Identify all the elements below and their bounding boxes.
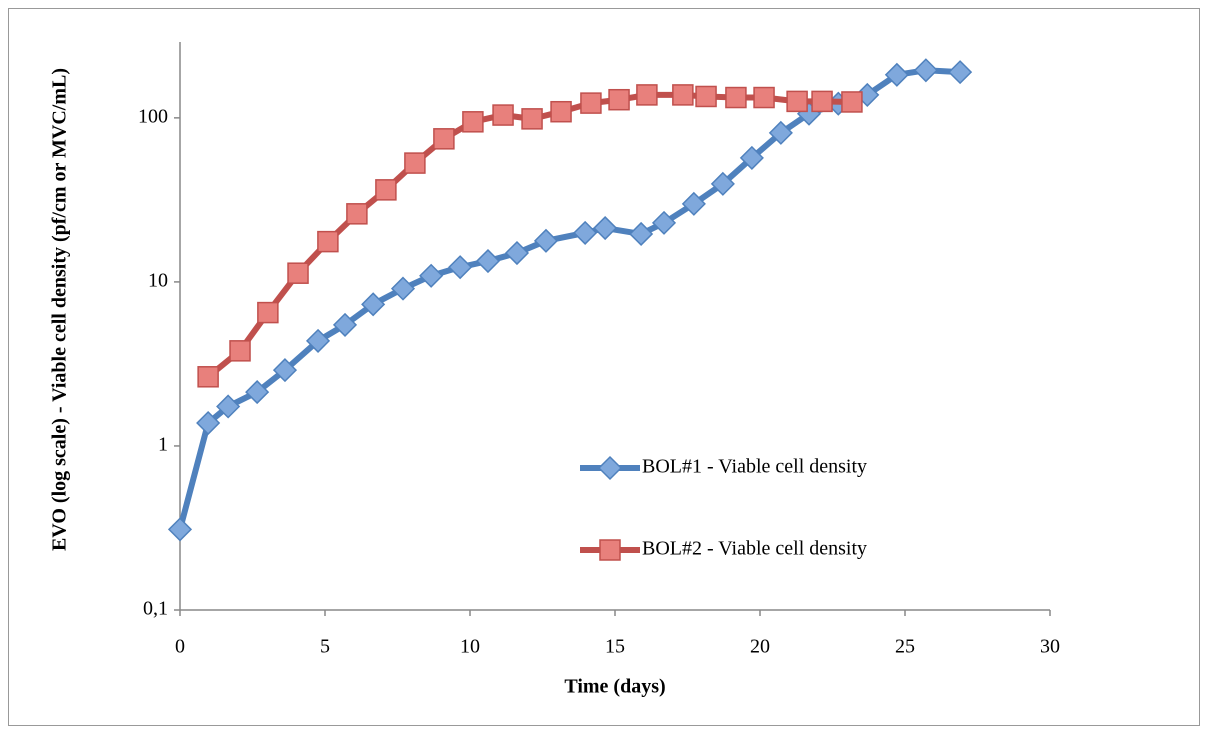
x-tick-label: 10 [460, 636, 480, 658]
data-point [636, 84, 658, 106]
data-point [475, 248, 501, 274]
data-point [681, 191, 706, 216]
x-tick-label: 20 [750, 636, 770, 658]
data-point [651, 210, 677, 235]
series-line [206, 91, 852, 380]
data-point [433, 128, 455, 150]
data-point [884, 62, 909, 87]
data-point [245, 380, 270, 405]
data-point [196, 410, 221, 436]
x-axis-title: Time (days) [564, 676, 665, 698]
y-tick-label: 100 [138, 105, 168, 127]
data-point [272, 358, 298, 383]
data-point [462, 111, 484, 133]
data-point [504, 240, 530, 266]
legend-marker [599, 539, 621, 561]
data-point [753, 86, 775, 109]
x-tick-label: 5 [320, 636, 330, 658]
data-point [533, 228, 559, 253]
data-point [550, 100, 572, 123]
data-point [317, 230, 339, 253]
x-tick-label: 30 [1040, 636, 1060, 658]
data-point [257, 301, 279, 324]
data-point [573, 220, 598, 245]
data-point [167, 517, 193, 542]
data-point [492, 104, 514, 126]
data-point [913, 58, 938, 83]
data-point [672, 84, 694, 106]
data-point [811, 90, 833, 113]
data-point [305, 328, 331, 353]
x-tick-label: 0 [175, 636, 185, 658]
data-point [390, 276, 416, 301]
y-tick-label: 10 [148, 269, 168, 291]
data-point [375, 179, 397, 201]
y-tick-label: 1 [158, 434, 168, 456]
data-point [629, 221, 654, 247]
data-point [448, 255, 473, 280]
data-point [216, 394, 241, 419]
x-tick-label: 25 [895, 636, 915, 658]
y-axis-title: EVO (log scale) - Viable cell density (p… [48, 67, 71, 552]
legend-label: BOL#2 - Viable cell density [642, 538, 867, 560]
data-point [948, 60, 973, 85]
data-point [695, 85, 717, 108]
data-point [739, 145, 764, 170]
data-point [768, 120, 793, 145]
data-point [229, 340, 251, 362]
data-point [521, 108, 543, 130]
data-point [725, 86, 747, 109]
data-point [361, 292, 386, 317]
data-point [841, 91, 863, 113]
x-tick-label: 15 [605, 636, 625, 658]
legend-marker [597, 455, 623, 481]
chart-border [8, 8, 1200, 726]
legend-label: BOL#1 - Viable cell density [642, 456, 867, 478]
data-point [593, 215, 618, 241]
y-tick-label: 0,1 [143, 598, 168, 620]
data-point [419, 263, 444, 288]
data-point [287, 262, 309, 284]
data-point [710, 171, 735, 196]
data-point [332, 312, 358, 337]
data-point [580, 92, 602, 114]
data-point [786, 90, 808, 113]
data-point [346, 203, 368, 225]
data-point [197, 366, 219, 388]
data-point [404, 152, 426, 174]
data-point [608, 88, 630, 111]
